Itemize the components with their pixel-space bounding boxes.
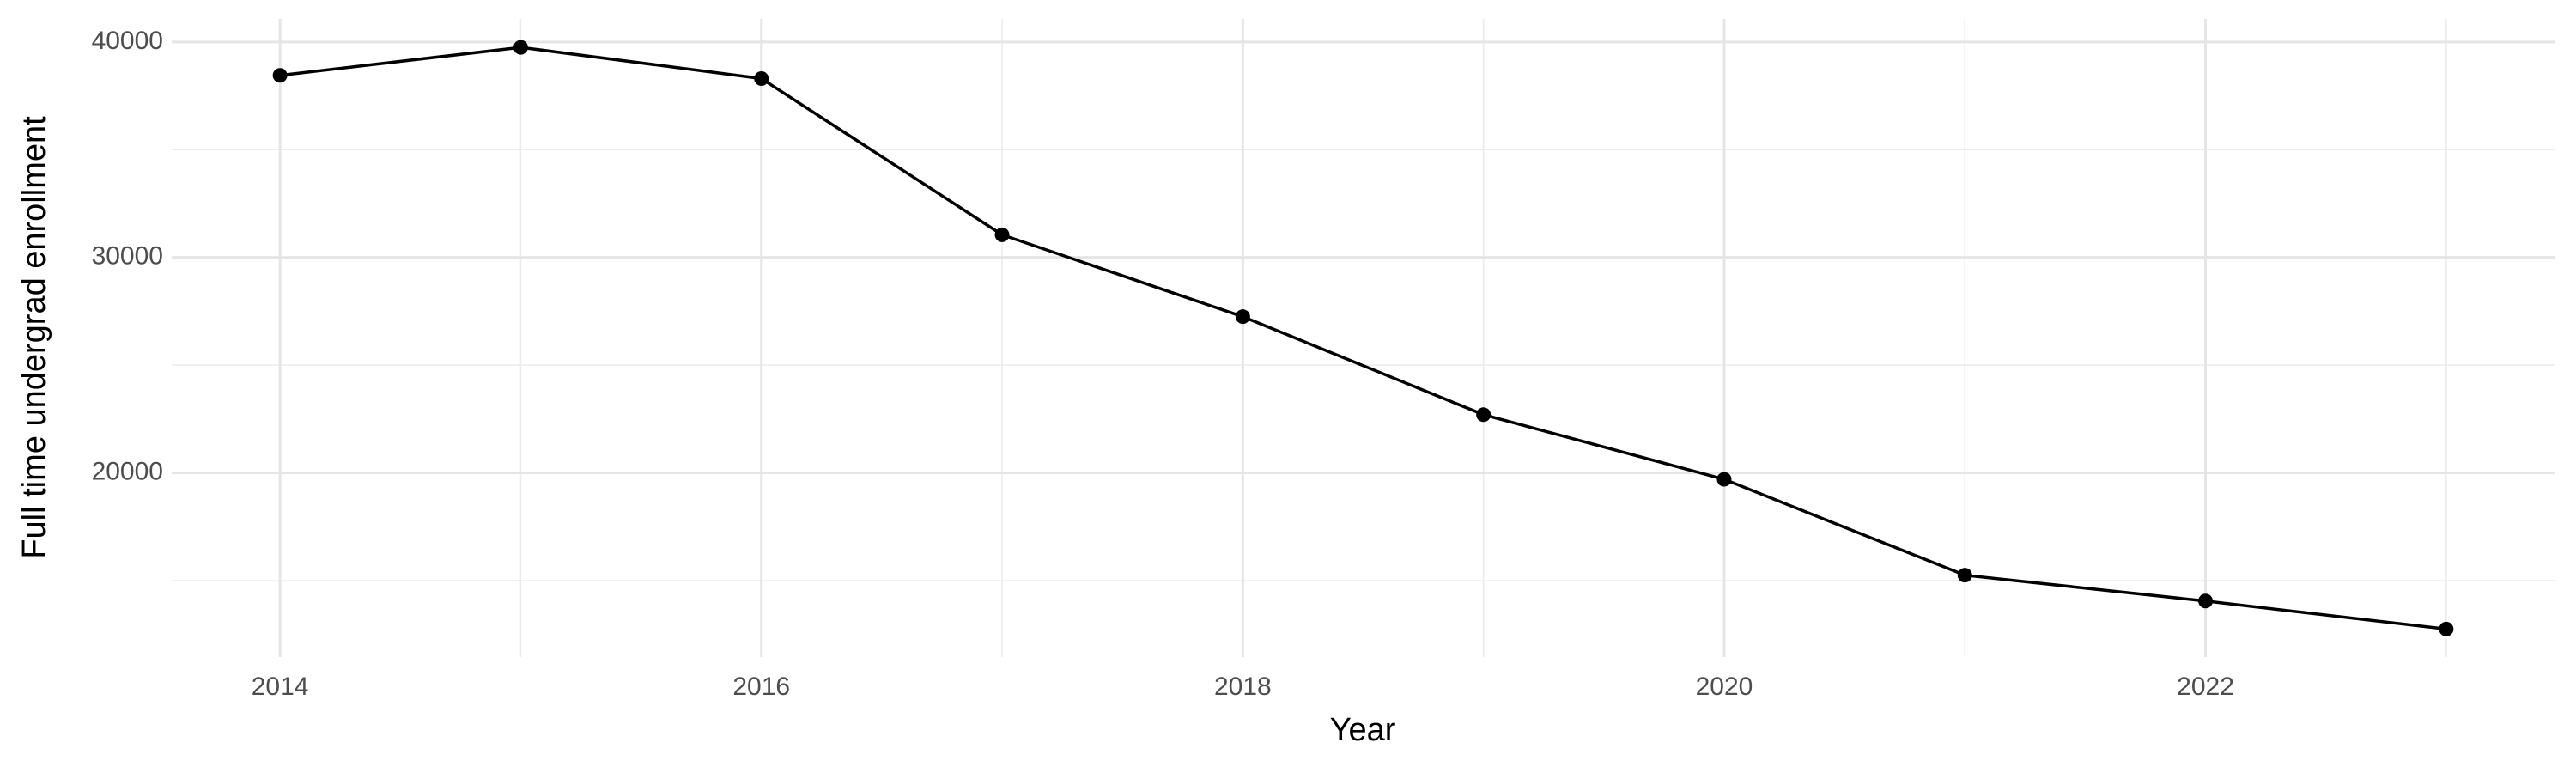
point: [272, 68, 288, 83]
point: [1476, 407, 1492, 423]
point: [2439, 621, 2454, 636]
y-tick-label: 40000: [92, 27, 163, 55]
y-tick-label: 30000: [92, 242, 163, 271]
x-tick-label: 2018: [1214, 673, 1272, 701]
point: [754, 70, 769, 86]
point: [1957, 568, 1972, 583]
x-axis-title: Year: [1330, 712, 1396, 748]
point: [2198, 593, 2214, 609]
point: [513, 40, 528, 55]
line: [279, 46, 2447, 631]
x-tick-label: 2022: [2177, 673, 2234, 701]
point: [1716, 472, 1732, 487]
point: [994, 227, 1010, 242]
point: [1235, 309, 1250, 325]
x-tick-label: 2014: [252, 673, 309, 701]
x-tick-label: 2020: [1696, 673, 1753, 701]
y-axis-title: Full time undergrad enrollment: [16, 116, 52, 559]
y-tick-label: 20000: [92, 457, 163, 485]
x-tick-label: 2016: [732, 673, 790, 701]
